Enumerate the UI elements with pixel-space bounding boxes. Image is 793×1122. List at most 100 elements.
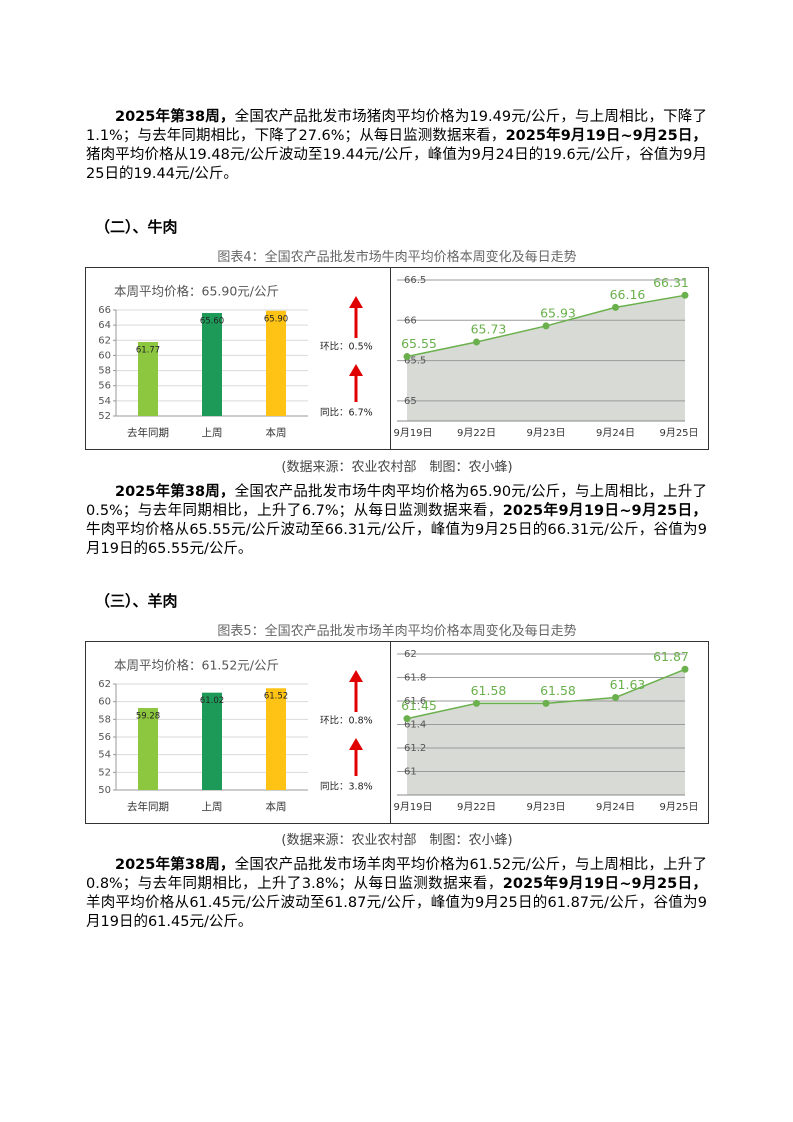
chart-title: 本周平均价格：61.52元/公斤 bbox=[114, 658, 279, 673]
point-label: 65.93 bbox=[540, 305, 576, 320]
y-tick-label: 58 bbox=[98, 714, 111, 725]
y-tick-label: 61 bbox=[404, 767, 417, 778]
point-label: 61.58 bbox=[470, 683, 506, 698]
text-run: 2025年第38周， bbox=[115, 857, 235, 873]
figure-box: 本周平均价格：61.52元/公斤 50 52 54 56 58 60 62 59.28 去年同期 6… bbox=[85, 641, 709, 824]
y-tick-label: 62 bbox=[98, 335, 111, 346]
bar-value-label: 65.60 bbox=[200, 317, 224, 327]
point-label: 61.45 bbox=[401, 698, 437, 713]
x-tick-label: 上周 bbox=[202, 427, 223, 439]
x-tick-label: 9月22日 bbox=[456, 801, 495, 813]
arrow-head bbox=[349, 296, 363, 308]
x-tick-label: 本周 bbox=[266, 800, 287, 813]
paragraph: 2025年第38周，全国农产品批发市场牛肉平均价格为65.90元/公斤，与上周相… bbox=[86, 483, 707, 559]
y-tick-label: 62 bbox=[98, 679, 111, 690]
point-label: 66.16 bbox=[609, 287, 645, 302]
text-run: 2025年第38周， bbox=[115, 109, 235, 125]
section-heading: （三）、羊肉 bbox=[95, 592, 178, 610]
point-label: 61.87 bbox=[653, 649, 689, 664]
y-tick-label: 66 bbox=[404, 315, 417, 326]
x-tick-label: 本周 bbox=[266, 426, 287, 439]
figure-source: (数据来源：农业农村部 制图：农小蜂) bbox=[281, 833, 513, 848]
y-tick-label: 54 bbox=[98, 750, 111, 761]
x-tick-label: 9月23日 bbox=[526, 801, 565, 813]
annotation: 同比：6.7% bbox=[320, 407, 373, 419]
y-tick-label: 64 bbox=[98, 320, 111, 331]
bar bbox=[138, 708, 158, 790]
text-run: 牛肉平均价格从65.55元/公斤波动至66.31元/公斤，峰值为9月25日的66… bbox=[86, 522, 707, 557]
y-tick-label: 66.5 bbox=[404, 275, 426, 286]
point bbox=[681, 665, 689, 673]
x-tick-label: 9月24日 bbox=[595, 801, 634, 813]
bar-chart: 本周平均价格：65.90元/公斤 52 54 56 58 60 62 64 66 61.77 去年同… bbox=[98, 268, 391, 449]
bar bbox=[138, 342, 158, 416]
arrow-head bbox=[349, 364, 363, 376]
text-run: 全国农产品批发市场牛肉平均价格为65.90元/公斤，与上周相比，上升了0.5%；… bbox=[86, 484, 707, 519]
arrow-head bbox=[349, 738, 363, 750]
paragraph: 2025年第38周，全国农产品批发市场羊肉平均价格为61.52元/公斤，与上周相… bbox=[86, 856, 707, 932]
y-tick-label: 52 bbox=[98, 411, 111, 422]
point-label: 65.55 bbox=[401, 336, 437, 351]
y-tick-label: 61.6 bbox=[404, 696, 426, 707]
text-run: 猪肉平均价格从19.48元/公斤波动至19.44元/公斤，峰值为9月24日的19… bbox=[86, 147, 707, 182]
x-tick-label: 9月22日 bbox=[456, 427, 495, 439]
point bbox=[472, 699, 480, 707]
bar bbox=[266, 310, 286, 416]
y-tick-label: 61.8 bbox=[404, 673, 426, 684]
point-label: 66.31 bbox=[653, 275, 689, 290]
x-tick-label: 去年同期 bbox=[127, 800, 169, 813]
point bbox=[542, 322, 550, 330]
bar-value-label: 59.28 bbox=[136, 712, 160, 722]
text-run: 2025年第38周， bbox=[115, 484, 235, 500]
y-tick-label: 52 bbox=[98, 767, 111, 778]
y-tick-label: 65.5 bbox=[404, 356, 426, 367]
x-tick-label: 9月23日 bbox=[526, 427, 565, 439]
y-tick-label: 56 bbox=[98, 732, 111, 743]
figure-box: 本周平均价格：65.90元/公斤 52 54 56 58 60 62 64 66 61.77 去年同… bbox=[85, 267, 709, 450]
x-tick-label: 上周 bbox=[202, 801, 223, 813]
y-tick-label: 66 bbox=[98, 305, 111, 316]
point-label: 61.58 bbox=[540, 683, 576, 698]
point bbox=[403, 353, 411, 361]
chart-title: 本周平均价格：65.90元/公斤 bbox=[114, 284, 279, 299]
x-tick-label: 9月25日 bbox=[659, 427, 698, 439]
line-chart: 61 61.2 61.4 61.6 61.8 62 61.45 9月19日 61.58 9月22日… bbox=[393, 649, 698, 813]
figure-caption: 图表4：全国农产品批发市场牛肉平均价格本周变化及每日走势 bbox=[217, 250, 577, 265]
point bbox=[611, 693, 619, 701]
bar-value-label: 61.02 bbox=[200, 696, 224, 706]
area-fill bbox=[406, 295, 685, 421]
figure-source: (数据来源：农业农村部 制图：农小蜂) bbox=[281, 460, 513, 475]
y-tick-label: 60 bbox=[98, 697, 111, 708]
point bbox=[403, 715, 411, 723]
text-run: 2025年9月19日~9月25日， bbox=[505, 128, 707, 144]
y-tick-label: 62 bbox=[404, 649, 417, 660]
text-run: 2025年9月19日~9月25日， bbox=[502, 503, 707, 519]
arrow-head bbox=[349, 670, 363, 682]
bar-value-label: 65.90 bbox=[264, 314, 288, 324]
x-tick-label: 9月24日 bbox=[595, 427, 634, 439]
point bbox=[681, 291, 689, 299]
y-tick-label: 60 bbox=[98, 350, 111, 361]
y-tick-label: 56 bbox=[98, 381, 111, 392]
figure-caption: 图表5：全国农产品批发市场羊肉平均价格本周变化及每日走势 bbox=[217, 624, 577, 639]
point bbox=[611, 303, 619, 311]
y-tick-label: 58 bbox=[98, 366, 111, 377]
point bbox=[542, 699, 550, 707]
y-tick-label: 54 bbox=[98, 396, 111, 407]
text-run: 2025年9月19日~9月25日， bbox=[502, 876, 707, 892]
section-heading: （二）、牛肉 bbox=[95, 218, 178, 236]
annotation: 环比：0.5% bbox=[320, 341, 373, 353]
x-tick-label: 去年同期 bbox=[127, 426, 169, 439]
text-run: 全国农产品批发市场猪肉平均价格为19.49元/公斤，与上周相比，下降了1.1%；… bbox=[86, 109, 707, 144]
bar-chart: 本周平均价格：61.52元/公斤 50 52 54 56 58 60 62 59.28 去年同期 6… bbox=[98, 642, 391, 823]
x-tick-label: 9月19日 bbox=[393, 427, 432, 439]
text-run: 羊肉平均价格从61.45元/公斤波动至61.87元/公斤，峰值为9月25日的61… bbox=[86, 895, 707, 930]
bar-value-label: 61.52 bbox=[264, 692, 288, 702]
point-label: 61.63 bbox=[609, 677, 645, 692]
annotation: 同比：3.8% bbox=[320, 781, 373, 793]
y-tick-label: 61.2 bbox=[404, 743, 426, 754]
bar bbox=[266, 688, 286, 790]
line-chart: 65 65.5 66 66.5 65.55 9月19日 65.73 9月22日 65.93 9月2… bbox=[393, 275, 698, 439]
bar bbox=[202, 313, 222, 416]
